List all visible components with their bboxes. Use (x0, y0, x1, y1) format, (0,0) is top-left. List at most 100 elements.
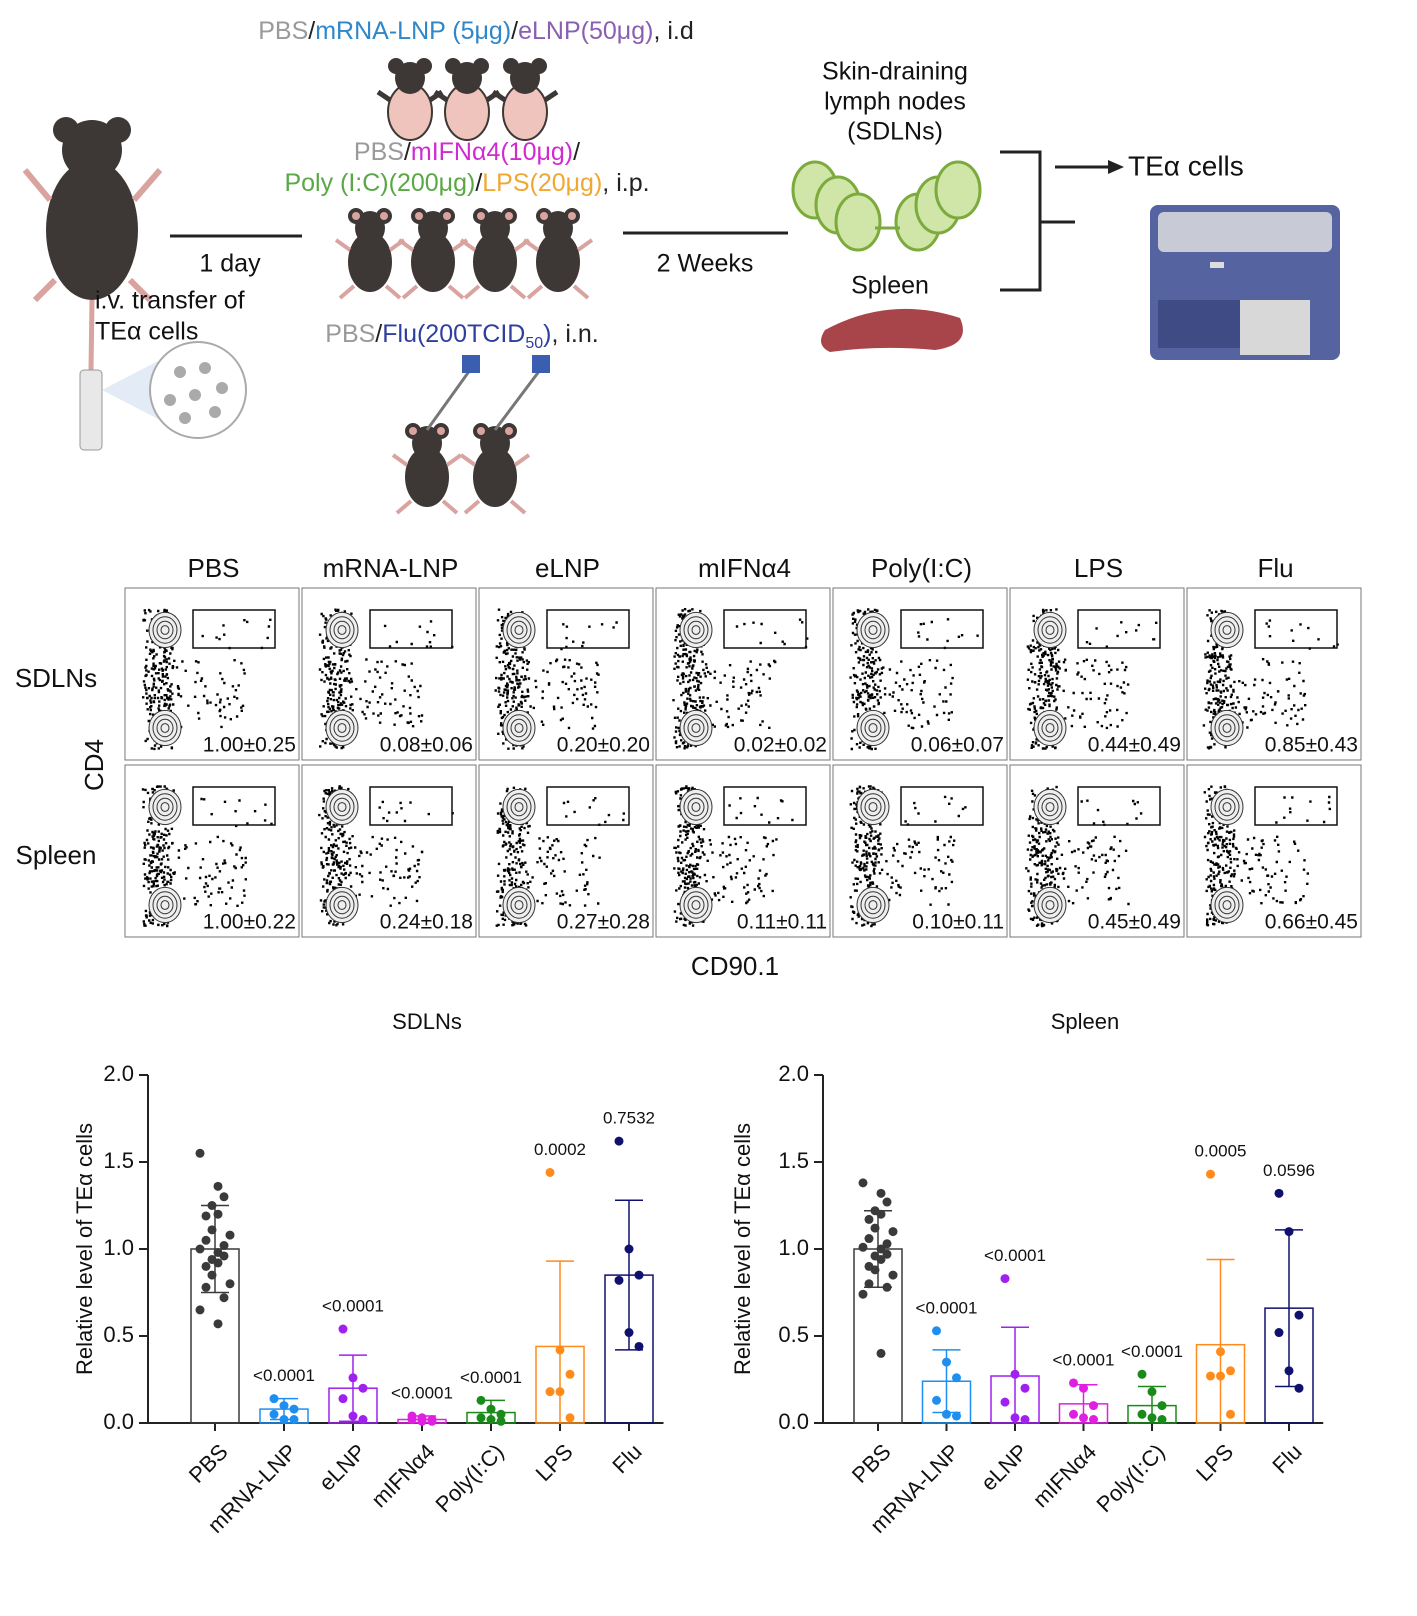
flow-contour (329, 714, 355, 742)
flow-x-label: CD90.1 (691, 951, 779, 981)
flow-frequency: 1.00±0.22 (203, 911, 296, 934)
data-point (195, 1148, 205, 1158)
flow-contour (864, 718, 882, 738)
flow-contour (329, 891, 355, 919)
data-point (207, 1225, 217, 1235)
data-point (952, 1411, 961, 1421)
text-segment: Flu(200TCID (382, 320, 525, 348)
data-point (864, 1234, 874, 1244)
data-point (1157, 1415, 1167, 1425)
flow-contour (502, 709, 536, 747)
interval-label: 1 day (199, 250, 261, 278)
data-point (1079, 1413, 1088, 1423)
flow-frequency: 0.24±0.18 (380, 911, 473, 934)
data-point (1294, 1383, 1304, 1393)
y-axis-label: Relative level of TEα cells (730, 1123, 755, 1375)
text-segment: ) (543, 320, 551, 348)
data-point (555, 1387, 565, 1397)
flow-contour (152, 616, 178, 644)
injection-text: Poly (I:C)(200μg)/LPS(20μg), i.p. (284, 169, 649, 197)
flow-events (494, 608, 618, 750)
flow-contour (683, 793, 709, 821)
flow-contour (1045, 723, 1055, 733)
flow-contour (1033, 788, 1067, 826)
data-point (1284, 1366, 1294, 1376)
flow-contour (1210, 709, 1244, 747)
flow-contour (687, 718, 705, 738)
p-value: <0.0001 (916, 1298, 978, 1317)
data-point (888, 1227, 898, 1237)
lymph-nodes (791, 160, 982, 252)
flow-frequency: 0.66±0.45 (1265, 911, 1358, 934)
flow-contour (148, 709, 182, 747)
injection-text: PBS/mRNA-LNP (5μg)/eLNP(50μg), i.d (258, 17, 693, 45)
flow-column-header: eLNP (535, 553, 600, 583)
data-point (1020, 1383, 1030, 1393)
flow-contour (1214, 616, 1240, 644)
data-point (269, 1394, 279, 1404)
data-point (864, 1214, 874, 1224)
y-tick-label: 0.0 (778, 1409, 809, 1434)
text-segment: / (475, 169, 482, 197)
flow-contour (1218, 895, 1236, 915)
data-point (565, 1369, 575, 1379)
data-point (289, 1415, 299, 1425)
data-point (476, 1395, 486, 1405)
data-point (407, 1415, 417, 1425)
flow-contour (860, 793, 886, 821)
flow-frequency: 1.00±0.25 (203, 734, 296, 757)
text-segment: / (308, 17, 315, 45)
flow-gate (546, 609, 630, 649)
cytometer (1150, 205, 1340, 360)
data-point (634, 1341, 644, 1351)
flow-contour (325, 886, 359, 924)
flow-contour (337, 625, 347, 635)
flow-contour (860, 714, 886, 742)
flow-contour (1045, 900, 1055, 910)
data-point (870, 1265, 880, 1275)
flow-contour (868, 723, 878, 733)
data-point (195, 1305, 205, 1315)
x-tick-label: PBS (184, 1439, 233, 1488)
flow-column-header: PBS (187, 553, 239, 583)
data-point (1069, 1409, 1078, 1419)
data-point (358, 1383, 368, 1393)
spleen-icon (821, 308, 963, 352)
data-point (1147, 1387, 1157, 1397)
flow-contour (868, 900, 878, 910)
interval-label: 2 Weeks (657, 250, 754, 278)
p-value: 0.0596 (1263, 1161, 1315, 1180)
data-point (207, 1270, 217, 1280)
flow-contour (1033, 886, 1067, 924)
flow-gate (192, 609, 276, 649)
flow-contour (683, 714, 709, 742)
data-point (486, 1404, 496, 1414)
y-tick-label: 0.0 (103, 1409, 134, 1434)
flow-gate (900, 609, 984, 649)
data-point (614, 1275, 624, 1285)
text-segment: mIFNα4(10μg) (411, 138, 573, 166)
x-tick-label: Poly(I:C) (1091, 1439, 1169, 1517)
flow-contour (514, 625, 524, 635)
p-value: <0.0001 (253, 1366, 315, 1385)
flow-contour (679, 611, 713, 649)
data-point (1137, 1369, 1147, 1379)
data-point (1147, 1413, 1157, 1423)
flow-frequency: 0.45±0.49 (1088, 911, 1181, 934)
flow-gate (900, 786, 984, 826)
data-point (1089, 1415, 1098, 1425)
flow-events (1203, 785, 1331, 927)
flow-contour (1222, 625, 1232, 635)
flow-contour (514, 900, 524, 910)
flow-contour (160, 625, 170, 635)
data-point (195, 1244, 205, 1254)
data-point (201, 1282, 211, 1292)
text-segment: eLNP(50μg) (518, 17, 653, 45)
flow-contour (510, 620, 528, 640)
data-point (1000, 1274, 1010, 1284)
flow-frequency: 0.27±0.28 (557, 911, 650, 934)
y-tick-label: 1.5 (103, 1148, 134, 1173)
data-point (1089, 1401, 1098, 1411)
data-point (213, 1319, 223, 1329)
data-point (882, 1282, 892, 1292)
